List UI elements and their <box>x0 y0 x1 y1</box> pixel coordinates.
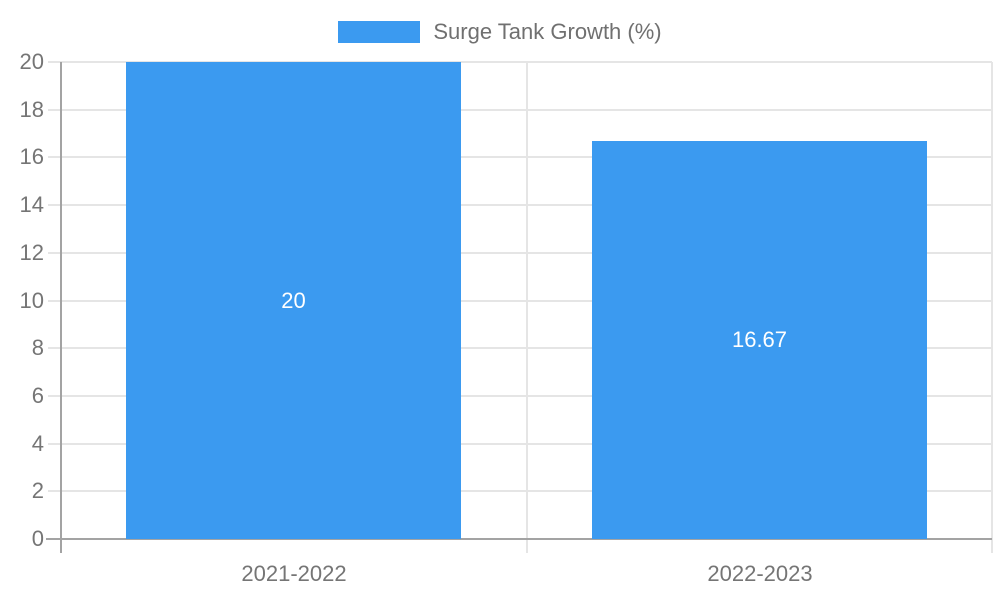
y-axis-tick-label: 20 <box>19 49 44 74</box>
gridline-horizontal <box>48 204 992 206</box>
gridline-horizontal <box>48 443 992 445</box>
y-axis-tick-label: 10 <box>19 288 44 313</box>
x-axis-tick-label: 2021-2022 <box>241 561 347 586</box>
y-axis-tick-label: 2 <box>31 478 44 503</box>
y-axis-tick-label: 16 <box>19 144 44 169</box>
y-axis-tick-label: 8 <box>31 335 44 360</box>
bar-value-label: 16.67 <box>731 327 788 352</box>
gridline-horizontal <box>48 156 992 158</box>
bar <box>592 141 927 539</box>
x-axis-line <box>46 538 992 540</box>
gridline-horizontal <box>48 300 992 302</box>
bar <box>126 62 461 539</box>
gridline-vertical <box>526 62 528 553</box>
y-axis-tick-label: 6 <box>31 383 44 408</box>
gridline-horizontal <box>48 347 992 349</box>
gridline-horizontal <box>48 61 992 63</box>
y-axis-tick-label: 0 <box>31 526 44 551</box>
gridline-vertical <box>991 62 993 553</box>
y-axis-tick-label: 14 <box>19 192 44 217</box>
legend-swatch <box>338 20 421 43</box>
gridline-horizontal <box>48 395 992 397</box>
bar-value-label: 20 <box>281 288 306 313</box>
y-axis-tick-label: 18 <box>19 97 44 122</box>
x-axis-tick-label: 2022-2023 <box>707 561 813 586</box>
gridline-horizontal <box>48 490 992 492</box>
y-axis-tick-label: 4 <box>31 431 44 456</box>
gridline-horizontal <box>48 109 992 111</box>
legend-label: Surge Tank Growth (%) <box>433 19 662 44</box>
legend-item[interactable]: Surge Tank Growth (%) <box>0 20 1000 43</box>
y-axis-tick-label: 12 <box>19 240 44 265</box>
gridline-horizontal <box>48 252 992 254</box>
y-axis-line <box>60 62 62 553</box>
